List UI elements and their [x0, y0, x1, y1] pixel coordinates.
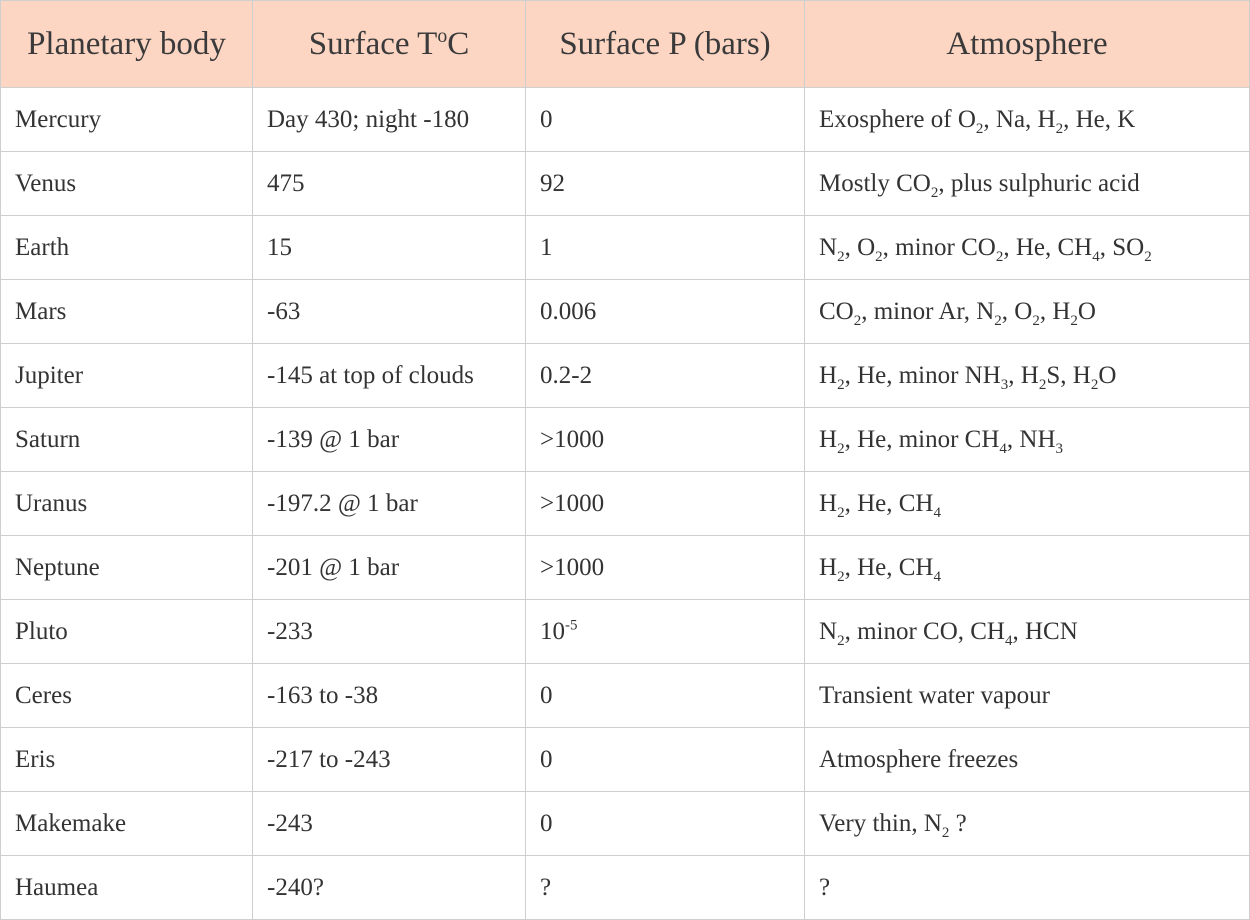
cell-surface-pressure: 1	[525, 215, 805, 280]
cell-atmosphere: N2, O2, minor CO2, He, CH4, SO2	[804, 215, 1250, 280]
cell-planetary-body: Saturn	[0, 407, 253, 472]
table-row: Makemake -243 0 Very thin, N2 ?	[0, 791, 1250, 856]
cell-atmosphere: Mostly CO2, plus sulphuric acid	[804, 151, 1250, 216]
cell-surface-pressure: >1000	[525, 407, 805, 472]
cell-planetary-body: Mars	[0, 279, 253, 344]
cell-surface-temperature: -240?	[252, 855, 526, 920]
table-row: Venus 475 92 Mostly CO2, plus sulphuric aci…	[0, 151, 1250, 216]
cell-planetary-body: Uranus	[0, 471, 253, 536]
table-row: Mercury Day 430; night -180 0 Exosphere of …	[0, 87, 1250, 152]
table-row: Ceres -163 to -38 0 Transient water vapour	[0, 663, 1250, 728]
table-row: Earth 15 1 N2, O2, minor CO2, He, CH4, SO2	[0, 215, 1250, 280]
cell-surface-pressure: >1000	[525, 535, 805, 600]
cell-surface-pressure: 0	[525, 727, 805, 792]
cell-surface-temperature: -145 at top of clouds	[252, 343, 526, 408]
table-row: Haumea -240???	[0, 855, 1250, 920]
header-planetary-body: Planetary body	[0, 0, 253, 88]
table-row: Jupiter -145 at top of clouds 0.2-2 H2, He,…	[0, 343, 1250, 408]
cell-surface-temperature: -63	[252, 279, 526, 344]
table-header: Planetary body Surface ToC Surface P (ba…	[0, 0, 1250, 88]
cell-surface-temperature: -201 @ 1 bar	[252, 535, 526, 600]
header-atmosphere: Atmosphere	[804, 0, 1250, 88]
cell-surface-temperature: 475	[252, 151, 526, 216]
cell-surface-pressure: 0	[525, 791, 805, 856]
cell-planetary-body: Venus	[0, 151, 253, 216]
table-row: Mars -63 0.006 CO2, minor Ar, N2, O2, H2O	[0, 279, 1250, 344]
cell-surface-pressure: 10-5	[525, 599, 805, 664]
header-surface-temperature: Surface ToC	[252, 0, 526, 88]
cell-surface-temperature: -243	[252, 791, 526, 856]
cell-atmosphere: Exosphere of O2, Na, H2, He, K	[804, 87, 1250, 152]
cell-surface-pressure: 0	[525, 663, 805, 728]
cell-surface-temperature: -217 to -243	[252, 727, 526, 792]
cell-atmosphere: Transient water vapour	[804, 663, 1250, 728]
table-row: Saturn -139 @ 1 bar >1000 H2, He, minor CH4…	[0, 407, 1250, 472]
cell-atmosphere: H2, He, CH4	[804, 471, 1250, 536]
cell-surface-temperature: -233	[252, 599, 526, 664]
cell-surface-temperature: -163 to -38	[252, 663, 526, 728]
cell-surface-temperature: Day 430; night -180	[252, 87, 526, 152]
table-row: Uranus -197.2 @ 1 bar >1000 H2, He, CH4	[0, 471, 1250, 536]
table-row: Pluto -233 10-5 N2, minor CO, CH4, HCN	[0, 599, 1250, 664]
cell-planetary-body: Neptune	[0, 535, 253, 600]
cell-planetary-body: Makemake	[0, 791, 253, 856]
cell-atmosphere: H2, He, CH4	[804, 535, 1250, 600]
cell-planetary-body: Jupiter	[0, 343, 253, 408]
table-body: Mercury Day 430; night -180 0 Exosphere of …	[0, 87, 1250, 920]
cell-surface-pressure: 0.006	[525, 279, 805, 344]
cell-atmosphere: ?	[804, 855, 1250, 920]
cell-atmosphere: H2, He, minor CH4, NH3	[804, 407, 1250, 472]
cell-atmosphere: Very thin, N2 ?	[804, 791, 1250, 856]
table-row: Eris -217 to -243 0 Atmosphere freezes	[0, 727, 1250, 792]
cell-atmosphere: Atmosphere freezes	[804, 727, 1250, 792]
cell-atmosphere: CO2, minor Ar, N2, O2, H2O	[804, 279, 1250, 344]
cell-atmosphere: H2, He, minor NH3, H2S, H2O	[804, 343, 1250, 408]
cell-planetary-body: Haumea	[0, 855, 253, 920]
header-row: Planetary body Surface ToC Surface P (ba…	[0, 0, 1250, 88]
cell-surface-temperature: 15	[252, 215, 526, 280]
cell-surface-temperature: -197.2 @ 1 bar	[252, 471, 526, 536]
cell-planetary-body: Pluto	[0, 599, 253, 664]
cell-surface-pressure: >1000	[525, 471, 805, 536]
table-row: Neptune -201 @ 1 bar >1000 H2, He, CH4	[0, 535, 1250, 600]
cell-planetary-body: Eris	[0, 727, 253, 792]
cell-planetary-body: Ceres	[0, 663, 253, 728]
cell-surface-pressure: ?	[525, 855, 805, 920]
cell-planetary-body: Mercury	[0, 87, 253, 152]
cell-surface-pressure: 0.2-2	[525, 343, 805, 408]
cell-surface-pressure: 92	[525, 151, 805, 216]
cell-surface-temperature: -139 @ 1 bar	[252, 407, 526, 472]
cell-atmosphere: N2, minor CO, CH4, HCN	[804, 599, 1250, 664]
header-surface-pressure: Surface P (bars)	[525, 0, 805, 88]
cell-surface-pressure: 0	[525, 87, 805, 152]
cell-planetary-body: Earth	[0, 215, 253, 280]
